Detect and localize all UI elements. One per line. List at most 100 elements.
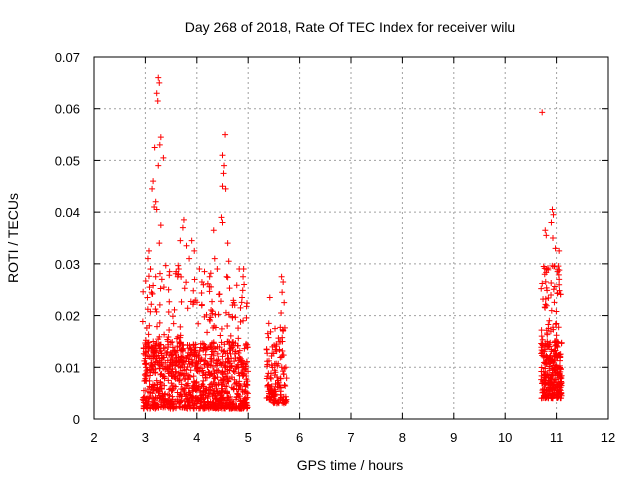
data-point (181, 370, 188, 377)
data-point (144, 255, 151, 262)
data-point (205, 370, 212, 377)
data-point (550, 326, 557, 333)
data-point (223, 273, 230, 280)
data-point (150, 349, 157, 356)
data-point (219, 152, 226, 159)
data-point (208, 358, 215, 365)
data-point (213, 385, 220, 392)
data-point (222, 405, 229, 412)
data-point (157, 371, 164, 378)
data-point (146, 284, 153, 291)
data-point (202, 357, 209, 364)
data-point (240, 317, 247, 324)
x-tick-label: 7 (347, 430, 354, 445)
data-point (218, 361, 225, 368)
data-point (243, 373, 250, 380)
data-point (176, 403, 183, 410)
data-point (220, 397, 227, 404)
data-point (557, 291, 564, 298)
data-point (552, 321, 559, 328)
data-point (265, 381, 272, 388)
data-point (224, 240, 231, 247)
data-point (222, 388, 229, 395)
data-point (234, 342, 241, 349)
x-tick-label: 2 (90, 430, 97, 445)
data-point (543, 394, 550, 401)
data-point (140, 288, 147, 295)
data-point (210, 352, 217, 359)
data-point (548, 386, 555, 393)
data-point (165, 377, 172, 384)
data-point (152, 306, 159, 313)
data-point (183, 381, 190, 388)
y-axis-label: ROTI / TECUs (5, 193, 21, 283)
data-point (542, 278, 549, 285)
data-point (272, 346, 279, 353)
data-point (545, 294, 552, 301)
data-point (206, 401, 213, 408)
data-point (554, 343, 561, 350)
data-point (157, 134, 164, 141)
data-point (224, 377, 231, 384)
data-point (176, 372, 183, 379)
data-point (174, 273, 181, 280)
data-point (539, 380, 546, 387)
data-point (264, 382, 271, 389)
data-point (228, 384, 235, 391)
data-point (281, 324, 288, 331)
data-point (222, 368, 229, 375)
data-point (540, 385, 547, 392)
data-point (557, 365, 564, 372)
data-point (158, 355, 165, 362)
data-point (207, 317, 214, 324)
data-point (233, 282, 240, 289)
data-point (549, 394, 556, 401)
data-point (550, 235, 557, 241)
data-point (151, 144, 158, 151)
data-point (552, 384, 559, 391)
data-point (211, 404, 218, 411)
data-point (556, 247, 563, 254)
data-point (143, 343, 150, 350)
data-point (145, 331, 152, 338)
data-point (239, 386, 246, 393)
data-point (158, 350, 165, 357)
data-point (223, 383, 230, 390)
data-point (167, 398, 174, 405)
data-point (158, 381, 165, 388)
data-point (161, 345, 168, 352)
data-point (152, 342, 159, 349)
data-point (551, 364, 558, 371)
data-point (174, 333, 181, 340)
data-point (235, 325, 242, 332)
data-point (155, 74, 162, 81)
data-point (187, 402, 194, 409)
data-point (179, 361, 186, 368)
data-point (190, 287, 197, 294)
data-point (233, 404, 240, 411)
data-point (229, 313, 236, 320)
data-point (264, 330, 271, 337)
data-point (550, 286, 557, 293)
data-point (222, 363, 229, 370)
data-point (219, 353, 226, 360)
data-point (185, 399, 192, 406)
data-point (269, 364, 276, 371)
data-point (142, 355, 149, 362)
data-point (150, 402, 157, 409)
y-tick-label: 0.02 (55, 309, 80, 324)
data-point (211, 393, 218, 400)
data-point (205, 361, 212, 368)
data-point (210, 227, 217, 234)
data-point (214, 350, 221, 357)
data-point (279, 289, 286, 296)
data-point (160, 373, 167, 380)
data-point (553, 332, 560, 339)
data-point (196, 389, 203, 395)
data-point (158, 276, 165, 283)
data-point (144, 386, 151, 393)
data-point (196, 348, 203, 355)
data-point (165, 309, 172, 316)
data-point (202, 345, 209, 352)
data-point (190, 404, 197, 411)
